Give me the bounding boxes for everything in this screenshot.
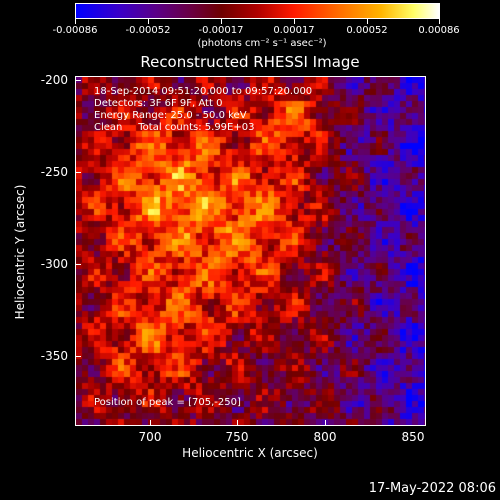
plot-area: 18-Sep-2014 09:51:20.000 to 09:57:20.000… — [75, 76, 426, 426]
x-axis-tick — [425, 420, 426, 426]
annotation-time-range: 18-Sep-2014 09:51:20.000 to 09:57:20.000 — [94, 86, 313, 97]
colorbar-tick — [75, 19, 76, 24]
colorbar-tick-label: -0.00086 — [52, 25, 98, 36]
y-axis-tick-label: -300 — [40, 257, 68, 271]
colorbar-units: (photons cm⁻² s⁻¹ asec⁻²) — [197, 38, 327, 49]
annotation-clean-counts: Clean Total counts: 5.99E+03 — [94, 122, 255, 133]
y-axis-tick — [75, 80, 81, 81]
colorbar-tick — [367, 19, 368, 24]
colorbar-tick-label: -0.00017 — [198, 25, 244, 36]
x-axis-tick-label: 850 — [401, 430, 425, 444]
x-axis-tick — [150, 420, 151, 426]
x-axis-tick — [325, 420, 326, 426]
y-axis-label: Heliocentric Y (arcsec) — [13, 184, 27, 320]
colorbar-tick-label: -0.00052 — [125, 25, 171, 36]
y-axis-tick-label: -250 — [40, 165, 68, 179]
x-axis-label: Heliocentric X (arcsec) — [182, 446, 318, 460]
x-axis-tick-label: 750 — [225, 430, 249, 444]
x-axis-tick-label: 700 — [138, 430, 162, 444]
colorbar-tick — [294, 19, 295, 24]
annotation-peak-position: Position of peak = [705,-250] — [94, 397, 241, 408]
x-axis-tick — [237, 420, 238, 426]
render-timestamp: 17-May-2022 08:06 — [368, 481, 496, 496]
x-axis-tick-label: 800 — [313, 430, 337, 444]
heatmap-image — [76, 77, 425, 425]
annotation-energy-range: Energy Range: 25.0 - 50.0 keV — [94, 110, 247, 121]
colorbar-tick — [439, 19, 440, 24]
y-axis-tick-label: -350 — [40, 349, 68, 363]
colorbar-tick — [148, 19, 149, 24]
y-axis-tick — [75, 264, 81, 265]
y-axis-tick — [75, 356, 81, 357]
colorbar — [75, 3, 440, 19]
colorbar-tick-label: 0.00086 — [418, 25, 460, 36]
colorbar-tick-label: 0.00017 — [273, 25, 315, 36]
annotation-detectors: Detectors: 3F 6F 9F, Att 0 — [94, 98, 223, 109]
plot-title: Reconstructed RHESSI Image — [140, 53, 360, 71]
colorbar-tick-label: 0.00052 — [346, 25, 388, 36]
y-axis-tick — [75, 172, 81, 173]
colorbar-tick — [221, 19, 222, 24]
y-axis-tick-label: -200 — [40, 73, 68, 87]
